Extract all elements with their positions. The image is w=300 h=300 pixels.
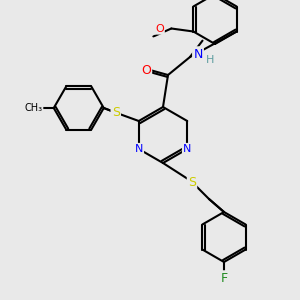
Text: S: S	[188, 176, 196, 188]
Text: O: O	[141, 64, 151, 76]
Text: O: O	[155, 23, 164, 34]
Text: H: H	[206, 55, 214, 65]
Text: N: N	[183, 144, 191, 154]
Text: CH₃: CH₃	[25, 103, 43, 113]
Text: S: S	[112, 106, 120, 118]
Text: N: N	[135, 144, 143, 154]
Text: N: N	[193, 47, 203, 61]
Text: methoxy: methoxy	[150, 37, 157, 38]
Text: F: F	[220, 272, 228, 284]
